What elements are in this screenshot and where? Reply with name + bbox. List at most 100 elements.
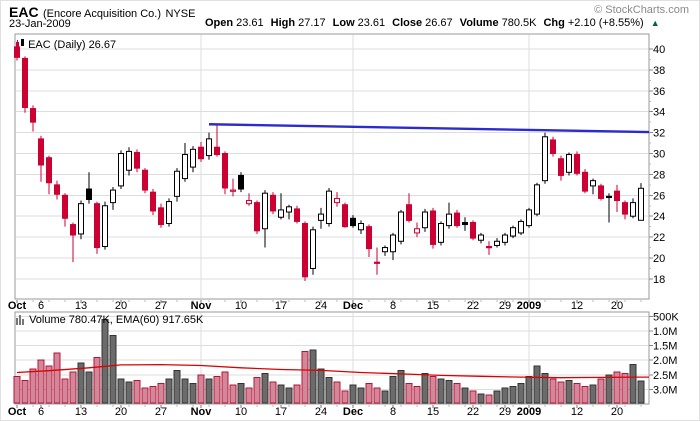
quote-value: 27.17 [298,17,326,29]
candle-body [238,174,244,190]
volume-bar [421,372,429,404]
candle-body [246,200,252,205]
volume-bar [477,393,485,404]
x-axis-label-bottom: 29 [499,406,511,418]
volume-bar [357,387,365,404]
candle-body [158,207,164,226]
candle-body [598,185,604,199]
candle-body [302,223,308,278]
candle-body [182,154,188,180]
volume-bar [189,383,197,404]
exchange-name: NYSE [165,8,196,20]
company-name: (Encore Acquisition Co.) [43,8,162,20]
candle-body [638,187,644,221]
price-axis-label: 22 [653,232,665,244]
ticker-symbol: EAC [9,4,39,20]
volume-bar [517,383,525,404]
volume-bar [549,378,557,404]
x-axis-label-top: 22 [467,300,479,312]
volume-bar [61,378,69,404]
volume-bars-icon [16,315,24,325]
candle-body [78,203,84,235]
x-axis-label-top: 24 [315,300,327,312]
candle-body [70,224,76,236]
volume-bar [629,364,637,404]
candle-body [462,221,468,226]
volume-bar [13,375,21,404]
candle-body [630,202,636,217]
x-axis-label-bottom: 20 [115,406,127,418]
volume-bar [573,383,581,404]
x-axis-label-top: 6 [38,300,44,312]
candle-body [166,201,172,225]
candle-body [126,150,132,171]
volume-bar [461,387,469,404]
price-pane [14,33,650,300]
x-axis-label-bottom: 10 [235,406,247,418]
volume-bar [485,394,493,404]
candle-body [622,202,628,215]
candle-body [470,221,476,239]
volume-bar [253,377,261,404]
x-axis-label-bottom: 22 [467,406,479,418]
volume-bar [405,383,413,404]
candle-body [534,184,540,215]
x-axis-label-bottom: 8 [390,406,396,418]
candle-body [574,154,580,174]
x-axis-label-top: 17 [275,300,287,312]
candle-body [38,138,44,166]
volume-bar [437,378,445,404]
price-axis-label: 18 [653,274,665,286]
candle-body [94,203,100,249]
volume-bar [541,372,549,404]
x-axis-label-bottom: 2009 [517,406,541,418]
volume-bar [501,387,509,404]
volume-axis-label: 1.5M [653,341,677,353]
volume-bar [581,385,589,404]
candle-body [518,220,524,234]
candle-body [422,211,428,229]
volume-bar [605,374,613,404]
candle-body [278,209,284,218]
candle-body [494,240,500,246]
candle-body [86,188,92,200]
price-axis-label: 20 [653,253,665,265]
price-axis-label: 36 [653,86,665,98]
volume-bar [197,374,205,404]
volume-bar [597,378,605,404]
x-axis-label-bottom: 27 [155,406,167,418]
volume-bar [381,390,389,404]
x-axis-label-top: Oct [8,300,27,312]
volume-bar [333,381,341,404]
volume-bar [29,368,37,404]
candle-body [214,146,220,156]
candle-body [270,194,276,212]
volume-bar [117,378,125,404]
candle-body [318,213,324,221]
quote-label: Volume [459,17,499,29]
volume-axis-label: 2.0M [653,355,677,367]
candle-body [478,234,484,241]
volume-bar [69,371,77,404]
candle-body [102,205,108,248]
price-axis-label: 32 [653,128,665,140]
candle-body [118,153,124,187]
candle-body [206,138,212,157]
volume-bar [133,380,141,404]
price-axis-label: 40 [653,44,665,56]
quote-label: Open [205,17,234,29]
quote-value: 23.61 [357,17,386,29]
price-axis-label: 34 [653,107,665,119]
quote-label: High [270,17,296,29]
volume-bar [221,371,229,404]
price-pane-label: EAC (Daily) 26.67 [28,39,117,51]
candle-body [590,180,596,187]
price-axis-label: 38 [653,65,665,77]
volume-bar [565,380,573,404]
quote-value: 780.5K [501,17,537,29]
x-axis-label-bottom: 13 [75,406,87,418]
candle-body [582,171,588,192]
candle-body [614,190,620,202]
volume-axis-label: 2.5M [653,370,677,382]
